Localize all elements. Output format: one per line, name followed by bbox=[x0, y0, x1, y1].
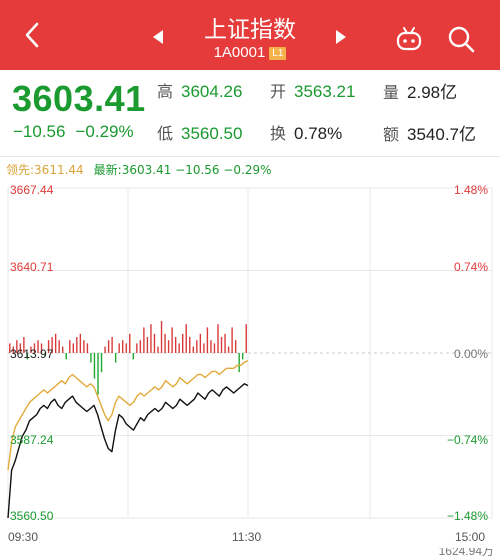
change-percent: −0.29% bbox=[75, 122, 134, 141]
y-left-tick: 3613.97 bbox=[10, 347, 54, 361]
volume-value: 1624.94万 bbox=[438, 548, 494, 557]
field-label: 量 bbox=[383, 83, 400, 102]
search-icon bbox=[448, 26, 475, 53]
search-button[interactable] bbox=[446, 24, 476, 54]
y-right-tick: 1.48% bbox=[453, 183, 488, 197]
next-stock-button[interactable] bbox=[333, 29, 349, 45]
price-line bbox=[7, 383, 249, 519]
change-value: −10.56 bbox=[13, 122, 66, 141]
x-tick: 11:30 bbox=[232, 530, 262, 544]
stock-code-text: 1A0001 bbox=[213, 44, 266, 61]
y-left-tick: 3667.44 bbox=[10, 183, 54, 197]
stock-code: 1A0001 L1 bbox=[0, 44, 500, 61]
field-value: 0.78% bbox=[294, 124, 343, 143]
assistant-button[interactable] bbox=[394, 26, 424, 52]
quote-panel: 3603.41 −10.56 −0.29% 高 3604.26 开 3563.21 量… bbox=[0, 70, 500, 158]
field-value: 3604.26 bbox=[181, 82, 243, 101]
field-value: 2.98亿 bbox=[407, 83, 458, 102]
field-low: 低 3560.50 bbox=[157, 120, 242, 144]
field-value: 3560.50 bbox=[181, 124, 243, 143]
field-label: 开 bbox=[270, 82, 287, 101]
field-value: 3540.7亿 bbox=[407, 125, 477, 144]
prev-stock-button[interactable] bbox=[150, 29, 166, 45]
field-open: 开 3563.21 bbox=[270, 78, 355, 102]
x-tick: 15:00 bbox=[455, 530, 486, 544]
chart-canvas bbox=[7, 187, 493, 519]
chart-legend: 领先:3611.44 最新:3603.41 −10.56 −0.29% bbox=[6, 161, 272, 178]
field-label: 低 bbox=[157, 124, 174, 143]
field-amount: 额 3540.7亿 bbox=[383, 120, 476, 145]
y-right-tick: −0.74% bbox=[446, 433, 488, 447]
field-label: 高 bbox=[157, 82, 174, 101]
price-change: −10.56 −0.29% bbox=[13, 122, 134, 142]
y-right-tick: 0.00% bbox=[453, 347, 488, 361]
field-label: 换 bbox=[270, 124, 287, 143]
triangle-right-icon bbox=[336, 30, 346, 44]
y-right-tick: −1.48% bbox=[446, 509, 488, 523]
page-title: 上证指数 bbox=[204, 17, 296, 43]
field-turnover: 换 0.78% bbox=[270, 120, 342, 144]
x-tick: 09:30 bbox=[8, 530, 39, 544]
intraday-chart[interactable]: 3667.44 3640.71 3613.97 3587.24 3560.50 … bbox=[0, 178, 500, 557]
robot-icon bbox=[396, 27, 422, 51]
y-right-tick: 0.74% bbox=[453, 260, 488, 274]
divider bbox=[0, 156, 500, 157]
chevron-left-icon bbox=[25, 22, 39, 48]
triangle-left-icon bbox=[153, 30, 163, 44]
field-high: 高 3604.26 bbox=[157, 78, 242, 102]
volume-strip: 1624.94万 bbox=[0, 548, 500, 557]
current-price: 3603.41 bbox=[12, 78, 146, 119]
field-volume: 量 2.98亿 bbox=[383, 78, 457, 103]
field-value: 3563.21 bbox=[294, 82, 356, 101]
level-badge: L1 bbox=[269, 47, 287, 60]
field-label: 额 bbox=[383, 125, 400, 144]
app-header: 上证指数 1A0001 L1 bbox=[0, 0, 500, 70]
y-left-tick: 3587.24 bbox=[10, 433, 54, 447]
legend-latest: 最新:3603.41 −10.56 −0.29% bbox=[93, 163, 272, 177]
legend-lead: 领先:3611.44 bbox=[6, 163, 84, 177]
y-left-tick: 3560.50 bbox=[10, 509, 54, 523]
lead-line bbox=[7, 360, 249, 471]
y-left-tick: 3640.71 bbox=[10, 260, 54, 274]
back-button[interactable] bbox=[18, 20, 48, 50]
